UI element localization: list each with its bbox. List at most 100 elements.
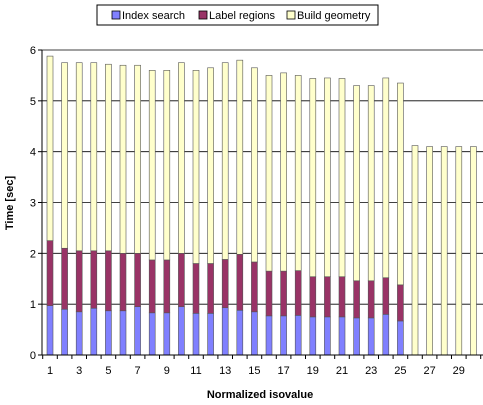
legend-label-label-regions: Label regions — [209, 10, 276, 22]
bar-segment-build-geometry — [236, 59, 244, 255]
legend-label-build-geometry: Build geometry — [297, 10, 371, 22]
x-axis-title: Normalized isovalue — [207, 389, 313, 401]
bar-segment-label-regions — [207, 263, 214, 314]
bar-segment-label-regions — [221, 259, 229, 309]
y-axis-ticks: 0 1 2 3 4 5 6 — [30, 45, 42, 362]
bar-segment-label-regions — [294, 270, 302, 316]
bar-segment-label-regions — [75, 250, 83, 313]
gridlines — [42, 49, 483, 305]
bar-segment-label-regions — [338, 276, 346, 318]
y-axis-title: Time [sec] — [4, 176, 16, 231]
bar-segment-index-search — [178, 306, 185, 356]
bar-segment-build-geometry — [324, 77, 331, 278]
bar-segment-index-search — [148, 312, 156, 356]
bar-segment-index-search — [367, 317, 375, 356]
bar-segment-index-search — [294, 315, 302, 356]
bar-segment-label-regions — [192, 263, 200, 314]
bar-segment-label-regions — [178, 253, 185, 308]
x-tick-label: 21 — [336, 365, 348, 377]
bar-segment-index-search — [46, 305, 54, 356]
x-tick-label: 23 — [365, 365, 377, 377]
bar-segment-label-regions — [236, 254, 244, 311]
x-axis-ticks: 1 3 5 7 9 11 13 15 17 19 21 23 25 27 29 — [42, 355, 482, 377]
bar-segment-index-search — [134, 306, 141, 356]
bar-segment-build-geometry — [338, 78, 346, 278]
bar-segment-label-regions — [280, 270, 287, 317]
bar-segment-build-geometry — [46, 55, 54, 241]
x-tick-label: 9 — [164, 365, 170, 377]
legend-box — [96, 4, 379, 26]
bar-segment-label-regions — [163, 259, 171, 314]
y-tick-label: 2 — [30, 248, 36, 260]
x-tick-label: 19 — [307, 365, 319, 377]
bar-segment-index-search — [61, 308, 68, 356]
legend-swatch-build-geometry — [286, 10, 296, 20]
x-tick-label: 27 — [423, 365, 435, 377]
x-tick-label: 15 — [248, 365, 260, 377]
bar-segment-build-geometry — [411, 145, 419, 356]
bar-segment-index-search — [163, 312, 171, 356]
bar-segment-index-search — [192, 313, 200, 356]
x-tick-label: 17 — [277, 365, 289, 377]
bar-segment-build-geometry — [309, 78, 317, 278]
x-tick-label: 13 — [219, 365, 231, 377]
bar-segment-index-search — [397, 320, 404, 356]
bar-segment-label-regions — [265, 270, 273, 317]
x-tick-label: 29 — [453, 365, 465, 377]
bar-segment-index-search — [280, 315, 287, 356]
bar-segment-index-search — [75, 311, 83, 356]
bar-segment-index-search — [90, 307, 98, 356]
y-tick-label: 5 — [30, 96, 36, 108]
bar-segment-build-geometry — [119, 64, 127, 254]
bar-segment-build-geometry — [265, 75, 273, 272]
bar-segment-build-geometry — [440, 146, 448, 356]
bar-segment-build-geometry — [90, 62, 98, 252]
bar-segment-label-regions — [148, 259, 156, 314]
bar-segment-build-geometry — [192, 70, 200, 264]
bar-segment-label-regions — [119, 253, 127, 312]
legend: Index search Label regions Build geometr… — [96, 4, 379, 26]
bar-segment-index-search — [251, 311, 258, 356]
bar-segment-label-regions — [382, 277, 390, 315]
bar-segment-build-geometry — [134, 64, 141, 254]
bar-segment-build-geometry — [426, 146, 433, 356]
bar-segment-build-geometry — [148, 70, 156, 261]
legend-swatch-label-regions — [198, 10, 208, 20]
legend-swatch-index-search — [111, 10, 121, 20]
bar-segment-build-geometry — [178, 62, 185, 254]
bar-segment-build-geometry — [105, 63, 112, 252]
bar-segment-index-search — [236, 309, 244, 356]
bar-segment-build-geometry — [353, 85, 360, 282]
bar-segment-build-geometry — [75, 62, 83, 252]
bar-segment-build-geometry — [221, 62, 229, 260]
bar-segment-index-search — [338, 316, 346, 356]
y-tick-label: 0 — [30, 350, 36, 362]
bar-segment-build-geometry — [163, 70, 171, 261]
y-tick-label: 6 — [30, 45, 36, 57]
bar-segment-label-regions — [134, 253, 141, 308]
bar-segment-label-regions — [105, 250, 112, 312]
bar-segment-label-regions — [353, 280, 360, 319]
legend-label-index-search: Index search — [122, 10, 185, 22]
bar-segment-build-geometry — [455, 146, 463, 356]
bar-segment-label-regions — [251, 261, 258, 313]
bar-segment-index-search — [309, 316, 317, 356]
bar-segment-index-search — [382, 314, 390, 356]
bar-segment-label-regions — [309, 276, 317, 318]
bar-segment-build-geometry — [207, 67, 214, 264]
bar-segment-index-search — [324, 316, 331, 356]
bar-segment-build-geometry — [397, 82, 404, 286]
bar-segment-build-geometry — [61, 62, 68, 249]
x-tick-label: 1 — [47, 365, 53, 377]
y-tick-label: 3 — [30, 198, 36, 210]
x-tick-label: 5 — [105, 365, 111, 377]
bar-segment-build-geometry — [382, 77, 390, 279]
bar-segment-label-regions — [367, 280, 375, 319]
bar-segment-label-regions — [61, 247, 68, 310]
bar-segment-build-geometry — [251, 67, 258, 263]
x-tick-label: 11 — [190, 365, 201, 377]
bar-segment-label-regions — [90, 250, 98, 309]
bar-segment-build-geometry — [294, 75, 302, 271]
bar-segment-index-search — [265, 315, 273, 356]
